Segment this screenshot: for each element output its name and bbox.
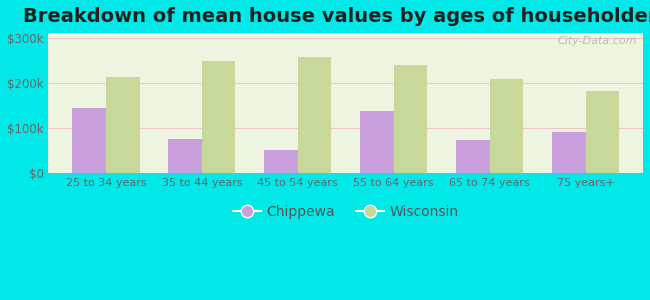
Bar [489, 79, 523, 173]
Bar [586, 91, 619, 173]
Bar [552, 132, 586, 173]
Legend: Chippewa, Wisconsin: Chippewa, Wisconsin [227, 200, 464, 225]
Bar [456, 140, 489, 173]
Bar [202, 61, 235, 173]
Bar [298, 57, 332, 173]
Bar [106, 77, 140, 173]
Bar [394, 65, 427, 173]
Bar [168, 139, 202, 173]
Text: City-Data.com: City-Data.com [558, 36, 637, 46]
Title: Breakdown of mean house values by ages of householders: Breakdown of mean house values by ages o… [23, 7, 650, 26]
Bar [360, 111, 394, 173]
Bar [264, 150, 298, 173]
Bar [72, 108, 106, 173]
